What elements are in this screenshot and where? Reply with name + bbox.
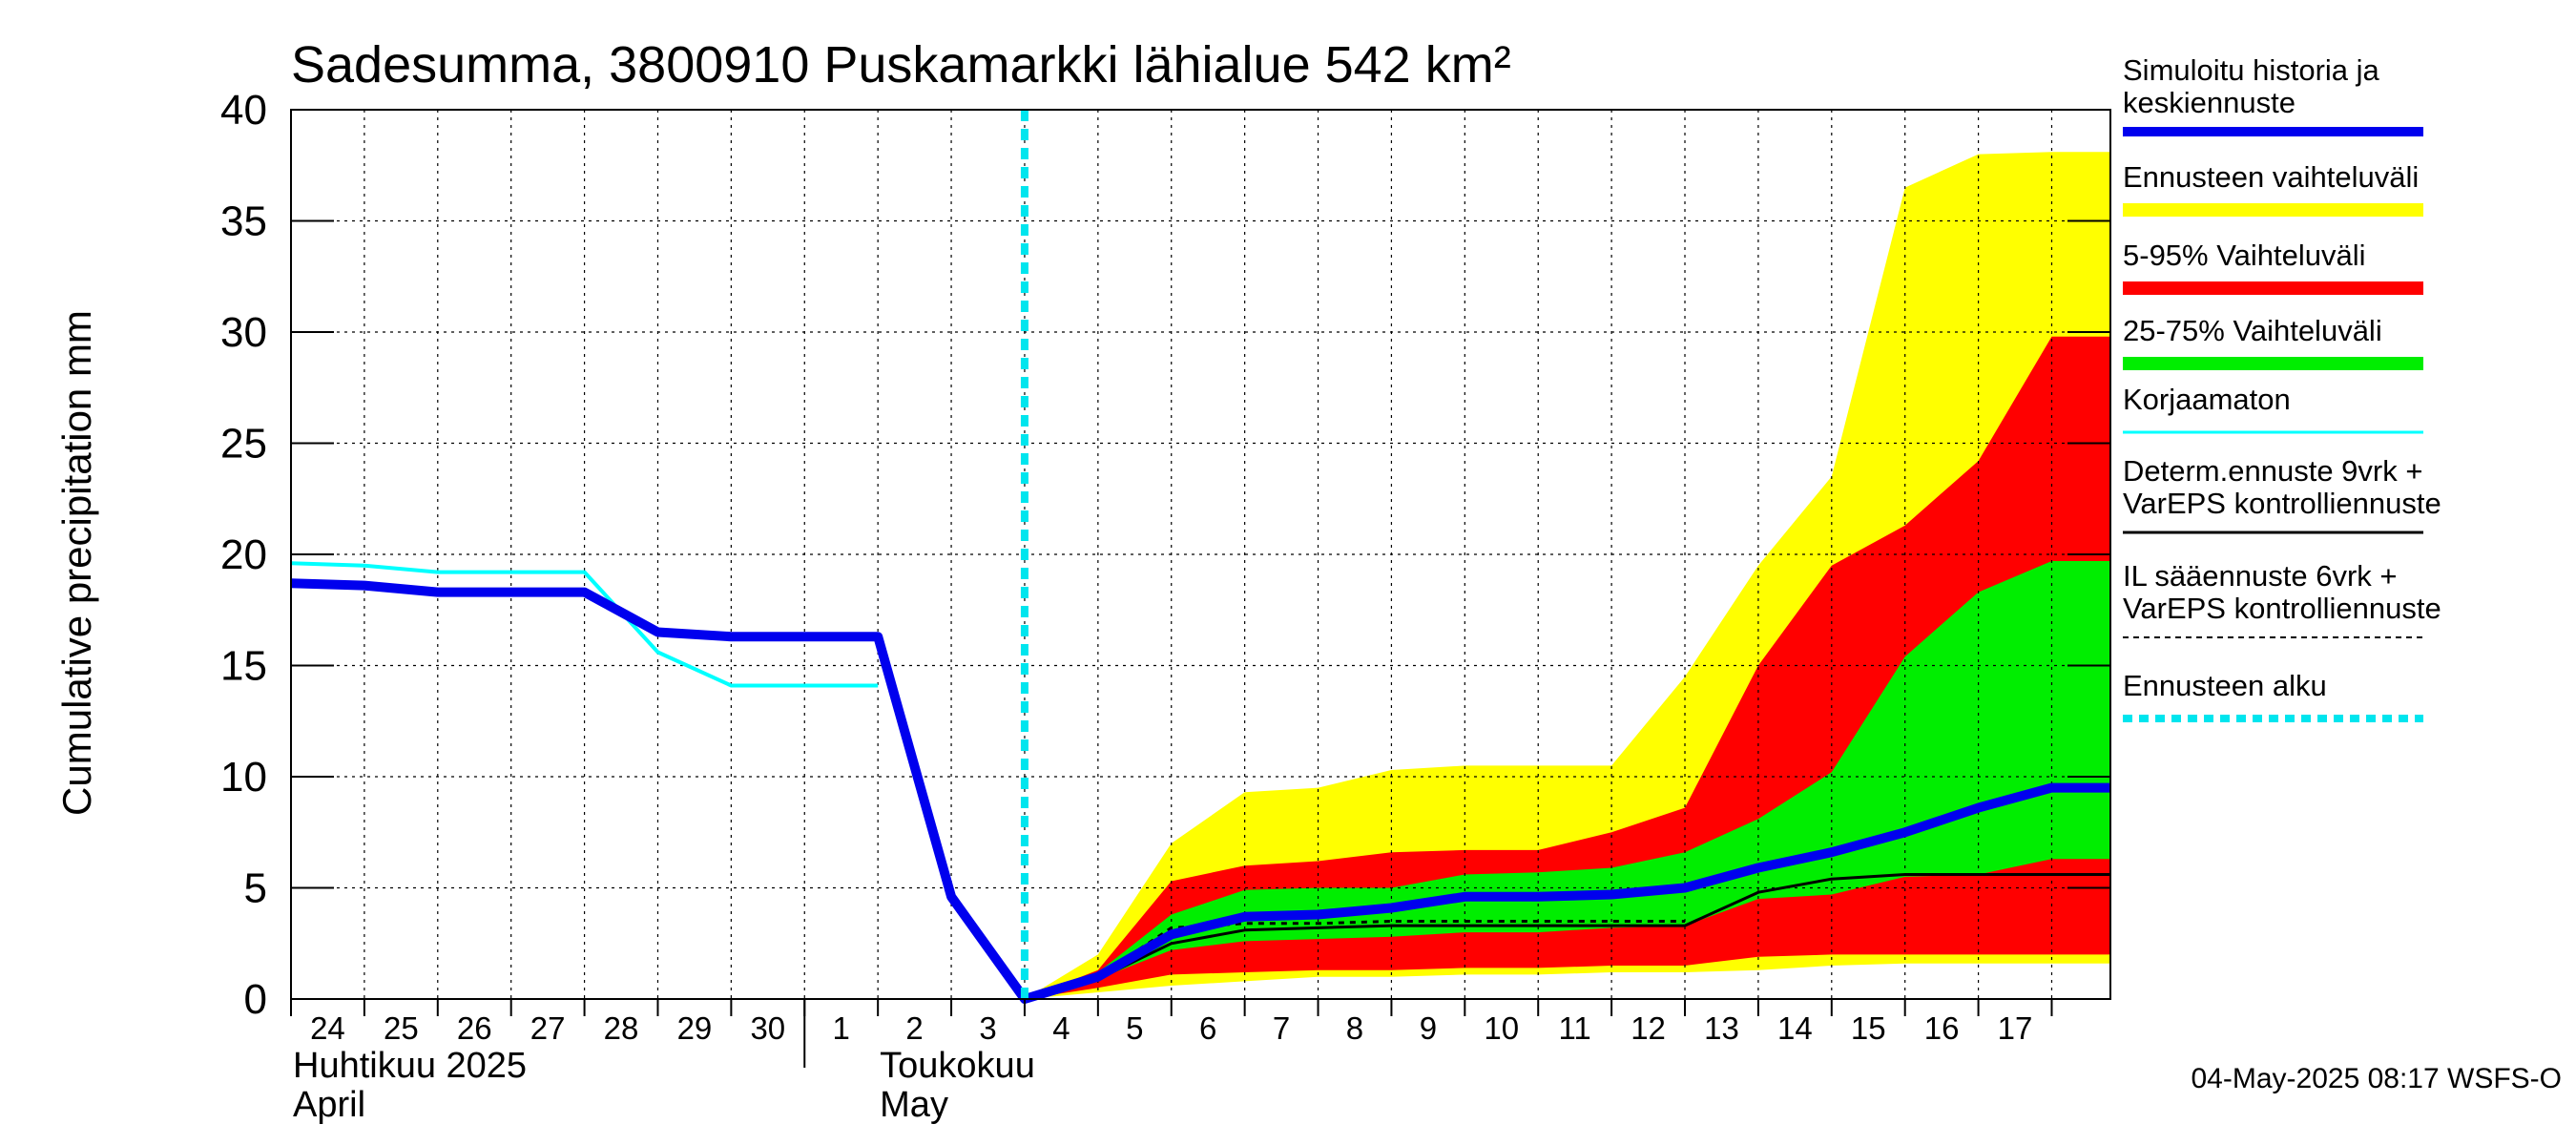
x-tick-label: 25 <box>384 1010 419 1046</box>
legend-label: VarEPS kontrolliennuste <box>2123 487 2441 520</box>
series-lines <box>290 561 2110 1004</box>
legend-label: Ennusteen vaihteluväli <box>2123 160 2419 194</box>
x-tick-label: 4 <box>1052 1010 1070 1046</box>
legend-label: VarEPS kontrolliennuste <box>2123 592 2441 625</box>
footer-timestamp: 04-May-2025 08:17 WSFS-O <box>2192 1063 2563 1094</box>
series-simuloitu-historia-ja-keskiennuste <box>290 578 2110 1004</box>
legend-label: Simuloitu historia ja <box>2123 53 2380 87</box>
x-tick-label: 29 <box>677 1010 713 1046</box>
x-tick-label: 14 <box>1777 1010 1813 1046</box>
x-tick-label: 17 <box>1998 1010 2033 1046</box>
chart-title: Sadesumma, 3800910 Puskamarkki lähialue … <box>291 36 1511 94</box>
x-tick-label: 27 <box>530 1010 566 1046</box>
series-il-s-ennuste-6vrk-vareps-kontrolliennuste <box>1024 920 1685 1001</box>
y-tick-label: 0 <box>244 976 267 1023</box>
x-tick-label: 1 <box>833 1010 850 1046</box>
y-tick-label: 25 <box>220 421 267 468</box>
x-tick-label: 15 <box>1851 1010 1886 1046</box>
y-tick-label: 35 <box>220 198 267 245</box>
x-tick-label: 9 <box>1420 1010 1437 1046</box>
month-label: Huhtikuu 2025 <box>293 1046 527 1086</box>
x-tick-label: 24 <box>310 1010 345 1046</box>
x-tick-label: 10 <box>1484 1010 1519 1046</box>
x-tick-label: 12 <box>1631 1010 1666 1046</box>
x-tick-label: 3 <box>979 1010 996 1046</box>
x-tick-label: 7 <box>1273 1010 1290 1046</box>
legend-label: 5-95% Vaihteluväli <box>2123 239 2365 272</box>
range-bands <box>1025 152 2110 1000</box>
x-tick-label: 30 <box>750 1010 785 1046</box>
x-tick-label: 2 <box>905 1010 923 1046</box>
legend-label: keskiennuste <box>2123 86 2296 119</box>
legend-label: Determ.ennuste 9vrk + <box>2123 454 2422 488</box>
month-label-en: May <box>880 1085 948 1125</box>
legend-label: 25-75% Vaihteluväli <box>2123 314 2382 347</box>
y-tick-labels: 0 5 10 15 20 25 30 35 40 <box>220 87 267 1023</box>
series-determ-ennuste-9vrk-vareps-kontrolliennuste <box>1024 873 2110 1001</box>
y-tick-label: 10 <box>220 754 267 801</box>
x-tick-label: 11 <box>1559 1010 1591 1046</box>
x-tick-label: 28 <box>604 1010 639 1046</box>
y-tick-label: 40 <box>220 87 267 134</box>
x-tick-label: 5 <box>1126 1010 1143 1046</box>
legend-label: Korjaamaton <box>2123 383 2291 416</box>
x-tick-label: 6 <box>1199 1010 1216 1046</box>
axis-ticks <box>290 109 2110 1068</box>
band-25-75-vaihteluv-li <box>1025 561 2110 999</box>
x-tick-label: 8 <box>1346 1010 1363 1046</box>
legend-label: Ennusteen alku <box>2123 669 2327 702</box>
y-tick-label: 15 <box>220 643 267 690</box>
month-label: Toukokuu <box>880 1046 1035 1086</box>
x-tick-label: 16 <box>1924 1010 1960 1046</box>
y-tick-label: 5 <box>244 865 267 912</box>
y-tick-label: 20 <box>220 531 267 578</box>
series-korjaamaton <box>290 561 879 688</box>
x-tick-label: 13 <box>1704 1010 1739 1046</box>
x-tick-labels: 24 25 26 27 28 29 30 1 2 3 4 5 6 7 8 9 10 11 12 13 14 15 16 17 <box>310 1010 2032 1046</box>
month-label-en: April <box>293 1085 365 1125</box>
y-axis-label: Cumulative precipitation mm <box>54 310 99 816</box>
y-tick-label: 30 <box>220 309 267 356</box>
legend-label: IL sääennuste 6vrk + <box>2123 559 2398 593</box>
x-tick-label: 26 <box>457 1010 492 1046</box>
